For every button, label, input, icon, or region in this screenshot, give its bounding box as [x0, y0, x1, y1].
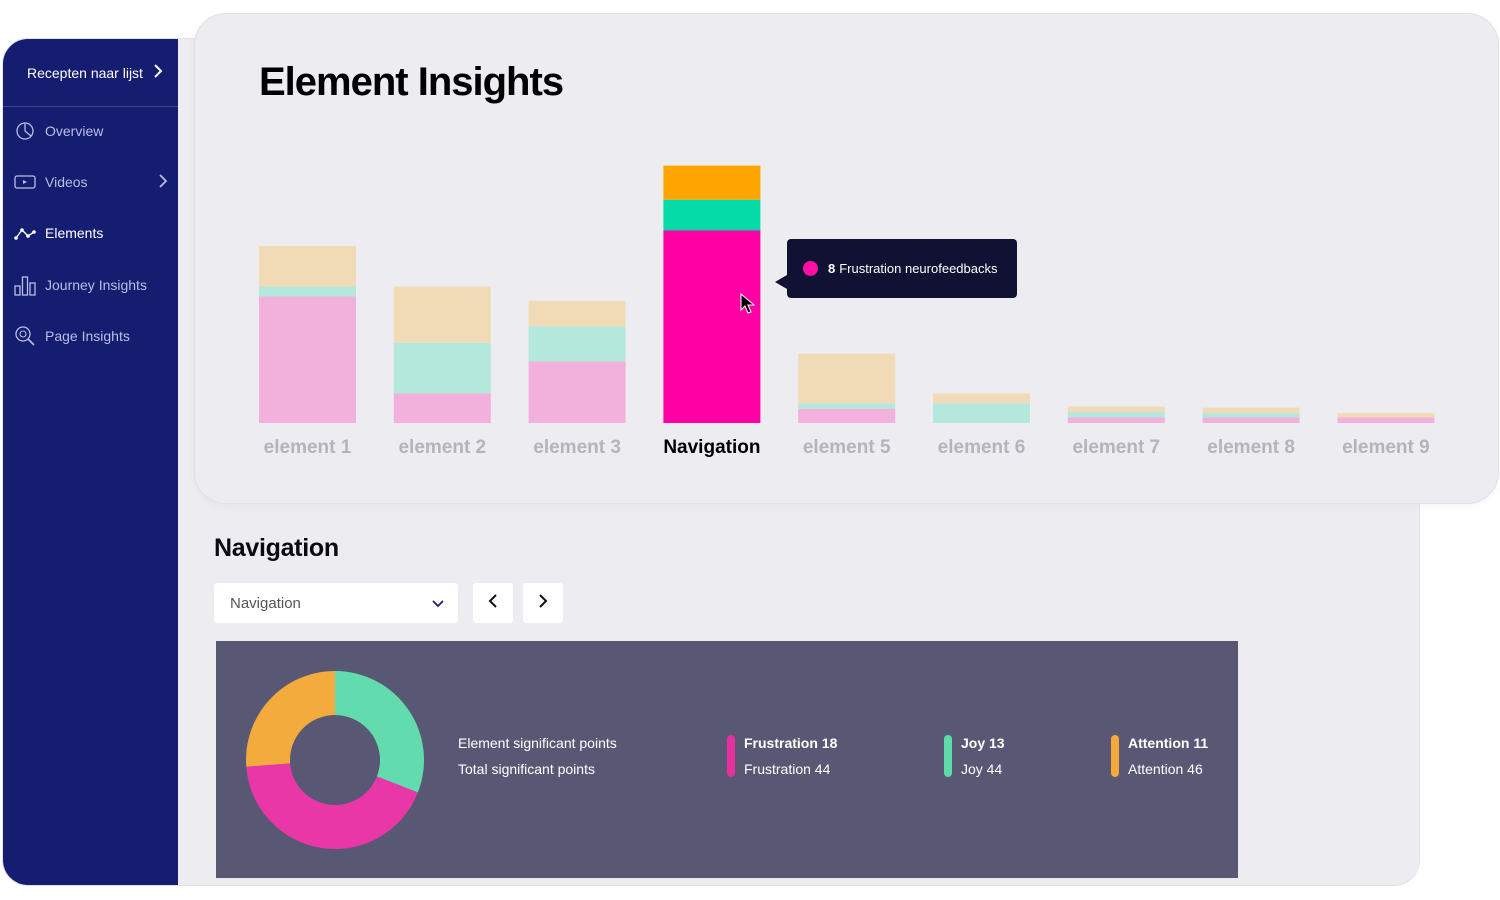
bar-segment-joy[interactable] [1202, 413, 1300, 418]
chevron-down-icon [428, 593, 448, 617]
video-icon [13, 170, 37, 194]
total-points-label: Total significant points [458, 761, 595, 777]
bar-segment-joy[interactable] [663, 199, 761, 231]
joy-color-bar [944, 735, 952, 777]
attention-color-bar [1111, 735, 1119, 777]
previous-button[interactable] [473, 583, 513, 623]
chevron-left-icon [487, 593, 499, 614]
bar-segment-frustration[interactable] [798, 408, 896, 423]
sidebar-item-page-insights[interactable]: Page Insights [13, 323, 173, 349]
chevron-right-icon [537, 593, 549, 614]
category-label[interactable]: element 8 [1207, 437, 1295, 458]
bar-segment-frustration[interactable] [1337, 417, 1435, 424]
tooltip-count: 8 [828, 261, 836, 276]
chart-tooltip: 8 Frustration neurofeedbacks [775, 239, 1017, 298]
category-label[interactable]: element 3 [533, 437, 621, 458]
frustration-dot-icon [803, 261, 818, 276]
element-insights-chart: element 1 element 2 element 3 Navigation ele… [259, 165, 1435, 458]
bar-segment-joy[interactable] [933, 403, 1030, 423]
sidebar: Recepten naar lijst Overview Videos [3, 39, 178, 885]
magnifier-icon [13, 324, 37, 348]
bar-segment-joy[interactable] [528, 326, 626, 362]
sidebar-item-videos[interactable]: Videos [13, 169, 173, 195]
donut-slice-frustration [246, 763, 418, 849]
joy-element-value: Joy 13 [961, 735, 1005, 751]
sidebar-item-label: Elements [45, 225, 104, 241]
bar-segment-attention[interactable] [1337, 413, 1435, 418]
element-select[interactable]: Navigation [214, 583, 458, 623]
bar-segment-joy[interactable] [259, 286, 356, 297]
joy-total-value: Joy 44 [961, 761, 1003, 777]
project-switcher[interactable]: Recepten naar lijst [3, 39, 178, 107]
sidebar-item-elements[interactable]: Elements [13, 220, 173, 246]
category-label[interactable]: element 5 [803, 437, 891, 458]
bar-segment-attention[interactable] [798, 353, 896, 404]
bar-segment-frustration[interactable] [393, 393, 491, 423]
category-label[interactable]: element 2 [398, 437, 486, 458]
category-label[interactable]: element 9 [1342, 437, 1430, 458]
bar-segment-attention[interactable] [393, 286, 491, 343]
category-label[interactable]: element 6 [938, 437, 1026, 458]
bar-segment-joy[interactable] [1067, 412, 1165, 418]
significant-points-donut [246, 671, 424, 849]
donut-slice-attention [246, 671, 335, 767]
bar-segment-attention[interactable] [933, 393, 1030, 404]
bar-segment-frustration[interactable] [259, 296, 356, 424]
frustration-element-value: Frustration 18 [744, 735, 838, 751]
bar-segment-attention[interactable] [1202, 407, 1300, 414]
frustration-total-value: Frustration 44 [744, 761, 831, 777]
sidebar-item-label: Overview [45, 123, 104, 139]
sidebar-item-overview[interactable]: Overview [13, 118, 173, 144]
chevron-right-icon [153, 63, 163, 82]
element-insights-card: Element Insights element 1 element 2 eleme… [194, 13, 1499, 504]
sidebar-item-label: Videos [45, 174, 88, 190]
line-graph-icon [13, 221, 37, 245]
pie-chart-icon [13, 119, 37, 143]
bar-segment-attention[interactable] [663, 165, 761, 200]
bar-chart-icon [13, 273, 37, 297]
sidebar-item-label: Page Insights [45, 328, 130, 344]
category-label[interactable]: Navigation [663, 437, 760, 458]
bar-segment-joy[interactable] [798, 403, 896, 409]
element-select-value: Navigation [230, 594, 301, 612]
tooltip-text: Frustration neurofeedbacks [839, 261, 998, 276]
attention-element-value: Attention 11 [1128, 735, 1209, 751]
significant-points-panel: Element significant points Total signifi… [216, 641, 1238, 878]
next-button[interactable] [523, 583, 563, 623]
frustration-color-bar [727, 735, 735, 777]
section-title: Navigation [214, 534, 339, 562]
element-points-label: Element significant points [458, 735, 617, 751]
card-title: Element Insights [259, 60, 564, 104]
chevron-right-icon [159, 173, 168, 191]
bar-segment-frustration[interactable] [528, 361, 626, 423]
sidebar-item-journey-insights[interactable]: Journey Insights [13, 272, 173, 298]
bar-segment-attention[interactable] [259, 245, 356, 287]
donut-slice-joy [335, 671, 424, 793]
category-label[interactable]: element 1 [264, 437, 352, 458]
project-name: Recepten naar lijst [27, 64, 143, 81]
sidebar-item-label: Journey Insights [45, 277, 147, 293]
bar-segment-attention[interactable] [528, 300, 626, 327]
attention-total-value: Attention 46 [1128, 761, 1203, 777]
category-label[interactable]: element 7 [1072, 437, 1160, 458]
bar-segment-joy[interactable] [393, 342, 491, 394]
bar-segment-frustration[interactable] [1067, 417, 1165, 424]
bar-segment-frustration[interactable] [663, 230, 761, 424]
bar-segment-attention[interactable] [1067, 406, 1165, 413]
bar-segment-frustration[interactable] [1202, 417, 1300, 424]
mouse-cursor-icon [740, 293, 756, 314]
